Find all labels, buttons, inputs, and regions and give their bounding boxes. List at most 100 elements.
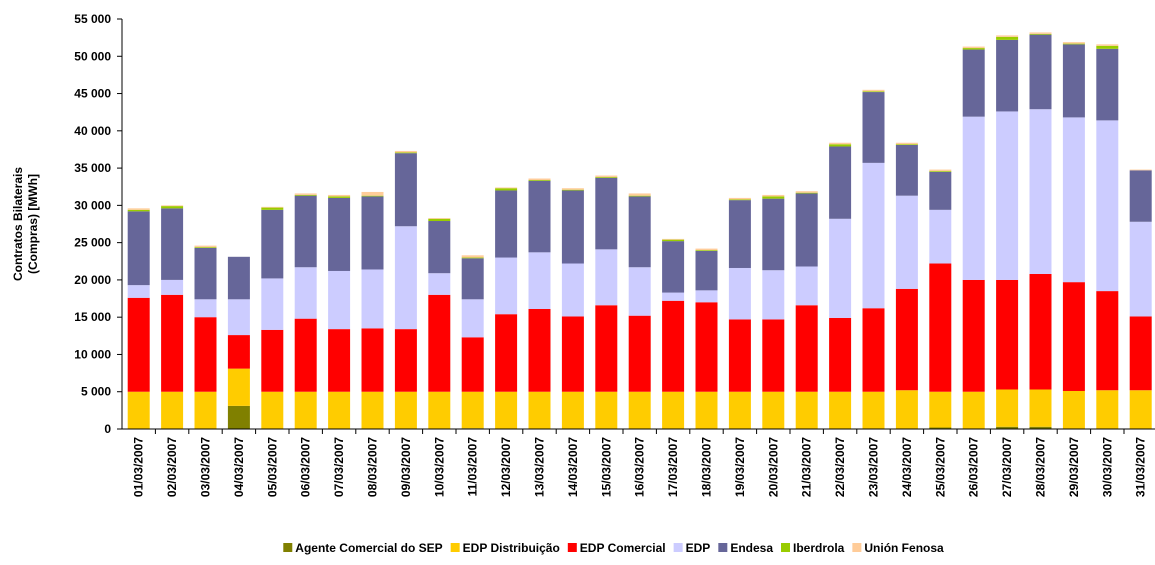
bar-segment bbox=[161, 208, 184, 280]
bar-segment bbox=[528, 252, 551, 309]
bar-segment bbox=[1029, 34, 1052, 110]
bar-segment bbox=[394, 153, 417, 227]
bar-segment bbox=[1096, 390, 1119, 429]
legend-label: EDP Distribuição bbox=[463, 541, 560, 555]
bar-segment bbox=[428, 221, 451, 274]
bar-segment bbox=[829, 317, 852, 392]
x-tick-label: 07/03/2007 bbox=[332, 437, 346, 497]
bar-segment bbox=[428, 391, 451, 429]
bar-segment bbox=[628, 195, 651, 197]
bar-segment bbox=[662, 241, 685, 293]
x-tick-label: 31/03/2007 bbox=[1134, 437, 1148, 497]
x-tick-label: 04/03/2007 bbox=[232, 437, 246, 497]
x-tick-label: 24/03/2007 bbox=[900, 437, 914, 497]
y-tick-label: 5 000 bbox=[81, 385, 111, 399]
bar-segment bbox=[561, 391, 584, 429]
y-axis-title: Contratos Bilaterais bbox=[11, 167, 25, 281]
bar-segment bbox=[428, 218, 451, 222]
bar-segment bbox=[829, 146, 852, 219]
bar-segment bbox=[1029, 426, 1052, 429]
x-tick-label: 02/03/2007 bbox=[165, 437, 179, 497]
bar-segment bbox=[762, 391, 785, 429]
legend-swatch bbox=[781, 543, 791, 552]
bar-segment bbox=[194, 245, 217, 248]
bar-segment bbox=[929, 169, 952, 172]
x-tick-label: 21/03/2007 bbox=[800, 437, 814, 497]
y-tick-label: 25 000 bbox=[74, 236, 111, 250]
bar-segment bbox=[261, 209, 284, 279]
bar-segment bbox=[728, 267, 751, 320]
bar-segment bbox=[1129, 221, 1152, 317]
bar-segment bbox=[795, 193, 818, 267]
legend-swatch bbox=[450, 543, 460, 552]
bar-segment bbox=[127, 297, 150, 392]
bar-segment bbox=[1096, 291, 1119, 391]
bar-segment bbox=[461, 299, 484, 338]
bar-segment bbox=[227, 405, 250, 429]
bar-segment bbox=[695, 290, 718, 303]
x-tick-label: 29/03/2007 bbox=[1067, 437, 1081, 497]
bar-segment bbox=[795, 192, 818, 194]
bar-segment bbox=[628, 193, 651, 196]
bar-segment bbox=[895, 144, 918, 196]
bar-segment bbox=[695, 250, 718, 251]
bar-segment bbox=[795, 305, 818, 392]
bar-segment bbox=[528, 308, 551, 392]
bar-segment bbox=[996, 39, 1019, 112]
bar-segment bbox=[294, 267, 317, 319]
legend-label: Unión Fenosa bbox=[864, 541, 944, 555]
bar-segment bbox=[695, 248, 718, 251]
x-tick-label: 05/03/2007 bbox=[265, 437, 279, 497]
bar-segment bbox=[762, 319, 785, 392]
legend-swatch bbox=[283, 543, 293, 552]
bar-segment bbox=[1029, 389, 1052, 427]
bar-segment bbox=[595, 305, 618, 392]
bar-segment bbox=[1062, 44, 1085, 118]
y-tick-label: 35 000 bbox=[74, 161, 111, 175]
x-tick-label: 27/03/2007 bbox=[1000, 437, 1014, 497]
y-tick-label: 15 000 bbox=[74, 310, 111, 324]
bar-segment bbox=[895, 195, 918, 289]
bar-segment bbox=[728, 200, 751, 268]
bar-segment bbox=[528, 180, 551, 253]
bar-segment bbox=[1129, 316, 1152, 391]
x-tick-label: 14/03/2007 bbox=[566, 437, 580, 497]
x-tick-label: 30/03/2007 bbox=[1100, 437, 1114, 497]
bar-segment bbox=[394, 226, 417, 330]
bar-segment bbox=[461, 255, 484, 258]
bar-segment bbox=[1029, 32, 1052, 34]
y-tick-label: 45 000 bbox=[74, 87, 111, 101]
bar-segment bbox=[495, 190, 518, 258]
bar-segment bbox=[862, 308, 885, 392]
x-tick-label: 28/03/2007 bbox=[1034, 437, 1048, 497]
bar-segment bbox=[127, 211, 150, 286]
bar-segment bbox=[161, 205, 184, 207]
bar-segment bbox=[829, 391, 852, 429]
x-tick-label: 08/03/2007 bbox=[366, 437, 380, 497]
bar-segment bbox=[1129, 169, 1152, 171]
bar-segment bbox=[461, 258, 484, 300]
bar-segment bbox=[127, 285, 150, 298]
bar-segment bbox=[161, 391, 184, 429]
bar-segment bbox=[795, 191, 818, 193]
bar-segment bbox=[962, 116, 985, 280]
bar-segment bbox=[695, 250, 718, 291]
bar-segment bbox=[762, 194, 785, 197]
bar-segment bbox=[628, 315, 651, 392]
bar-segment bbox=[829, 218, 852, 318]
bar-segment bbox=[361, 391, 384, 429]
bar-segment bbox=[1096, 48, 1119, 121]
bar-segment bbox=[328, 329, 351, 392]
bar-segment bbox=[561, 188, 584, 190]
bar-segment bbox=[361, 196, 384, 270]
bar-segment bbox=[695, 302, 718, 392]
x-tick-label: 23/03/2007 bbox=[867, 437, 881, 497]
bar-segment bbox=[1129, 170, 1152, 222]
bar-segment bbox=[829, 144, 852, 147]
bar-segment bbox=[361, 328, 384, 392]
bar-segment bbox=[795, 266, 818, 306]
bar-segment bbox=[628, 196, 651, 268]
bar-segment bbox=[294, 391, 317, 429]
bar-segment bbox=[328, 391, 351, 429]
